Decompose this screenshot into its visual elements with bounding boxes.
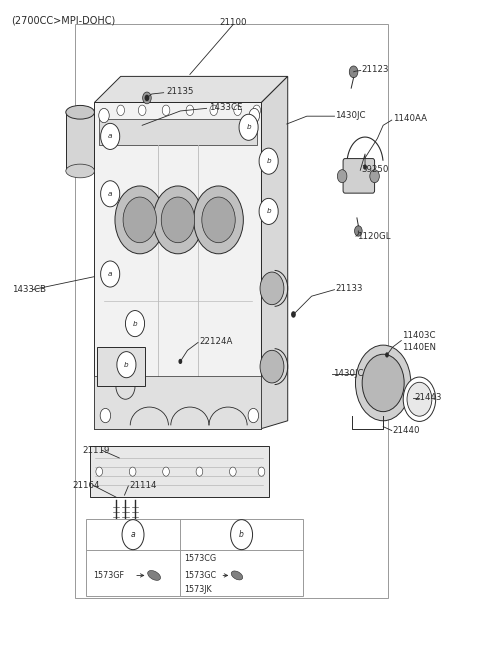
Text: 21133: 21133 [336, 284, 363, 293]
Circle shape [258, 467, 265, 476]
Circle shape [117, 105, 124, 115]
Circle shape [101, 261, 120, 287]
Circle shape [385, 352, 389, 358]
Text: 22124A: 22124A [199, 337, 233, 346]
Polygon shape [95, 377, 262, 428]
Text: 1573CG: 1573CG [184, 554, 216, 563]
Circle shape [362, 354, 404, 411]
Circle shape [248, 408, 259, 422]
Circle shape [96, 467, 103, 476]
Circle shape [179, 359, 182, 364]
Circle shape [229, 467, 236, 476]
Circle shape [194, 186, 243, 253]
Circle shape [163, 467, 169, 476]
Circle shape [101, 123, 120, 149]
Text: 21135: 21135 [166, 87, 193, 96]
Circle shape [234, 105, 241, 115]
Text: 1573GC: 1573GC [184, 571, 216, 580]
Circle shape [162, 105, 170, 115]
Text: b: b [124, 362, 129, 367]
Text: 21114: 21114 [129, 481, 157, 490]
Bar [66, 112, 95, 171]
Circle shape [186, 105, 194, 115]
Text: 1430JC: 1430JC [333, 369, 363, 378]
Text: b: b [266, 159, 271, 164]
Text: b: b [246, 124, 251, 130]
Text: 21440: 21440 [393, 426, 420, 435]
Circle shape [259, 198, 278, 225]
Polygon shape [95, 102, 262, 428]
Circle shape [117, 352, 136, 378]
Circle shape [355, 226, 362, 236]
Text: 21443: 21443 [414, 394, 442, 402]
Text: a: a [108, 271, 112, 277]
Ellipse shape [66, 105, 95, 119]
Circle shape [144, 95, 149, 101]
Text: 21119: 21119 [83, 445, 110, 455]
Circle shape [337, 170, 347, 183]
Text: 1433CB: 1433CB [12, 285, 46, 294]
Circle shape [99, 108, 109, 122]
Text: 39250: 39250 [362, 165, 389, 174]
Circle shape [363, 164, 367, 170]
Bar [99, 119, 257, 145]
Text: 1120GL: 1120GL [357, 232, 390, 240]
Circle shape [407, 383, 432, 416]
Circle shape [230, 519, 252, 550]
Text: b: b [266, 208, 271, 214]
Bar [86, 519, 303, 596]
Text: 1140EN: 1140EN [402, 343, 436, 352]
Circle shape [161, 197, 195, 243]
Text: a: a [131, 530, 135, 539]
Circle shape [259, 148, 278, 174]
Text: b: b [239, 530, 244, 539]
Bar [90, 446, 269, 497]
Circle shape [115, 186, 165, 253]
Circle shape [153, 186, 203, 253]
Ellipse shape [148, 571, 160, 580]
Text: 21100: 21100 [219, 18, 247, 28]
Text: 1430JC: 1430JC [336, 111, 366, 120]
Circle shape [143, 92, 151, 103]
Text: 11403C: 11403C [402, 331, 436, 341]
Circle shape [370, 170, 379, 183]
Text: a: a [108, 134, 112, 140]
Ellipse shape [260, 350, 284, 383]
Ellipse shape [231, 571, 243, 580]
Text: b: b [132, 320, 137, 327]
Circle shape [122, 519, 144, 550]
Text: 1573JK: 1573JK [184, 585, 212, 594]
Circle shape [291, 311, 296, 318]
Circle shape [403, 377, 436, 421]
Text: 21164: 21164 [72, 481, 99, 490]
Circle shape [202, 197, 235, 243]
Text: 1573GF: 1573GF [94, 571, 124, 580]
Text: (2700CC>MPI-DOHC): (2700CC>MPI-DOHC) [11, 16, 115, 26]
Text: 1433CE: 1433CE [209, 103, 242, 112]
Circle shape [249, 108, 260, 122]
Circle shape [129, 467, 136, 476]
Circle shape [101, 181, 120, 207]
Circle shape [138, 105, 146, 115]
Polygon shape [95, 77, 288, 102]
Circle shape [100, 408, 111, 422]
Text: 1140AA: 1140AA [393, 114, 427, 123]
Text: a: a [108, 191, 112, 196]
Circle shape [349, 66, 358, 78]
Bar [75, 24, 388, 598]
Polygon shape [262, 77, 288, 428]
Text: 21123: 21123 [362, 66, 389, 75]
Circle shape [125, 310, 144, 337]
Circle shape [356, 345, 411, 421]
Bar [97, 347, 144, 386]
Ellipse shape [66, 164, 95, 178]
Ellipse shape [260, 272, 284, 305]
FancyBboxPatch shape [343, 159, 374, 193]
Circle shape [196, 467, 203, 476]
Circle shape [239, 114, 258, 140]
Circle shape [123, 197, 156, 243]
Circle shape [253, 105, 261, 115]
Circle shape [210, 105, 217, 115]
